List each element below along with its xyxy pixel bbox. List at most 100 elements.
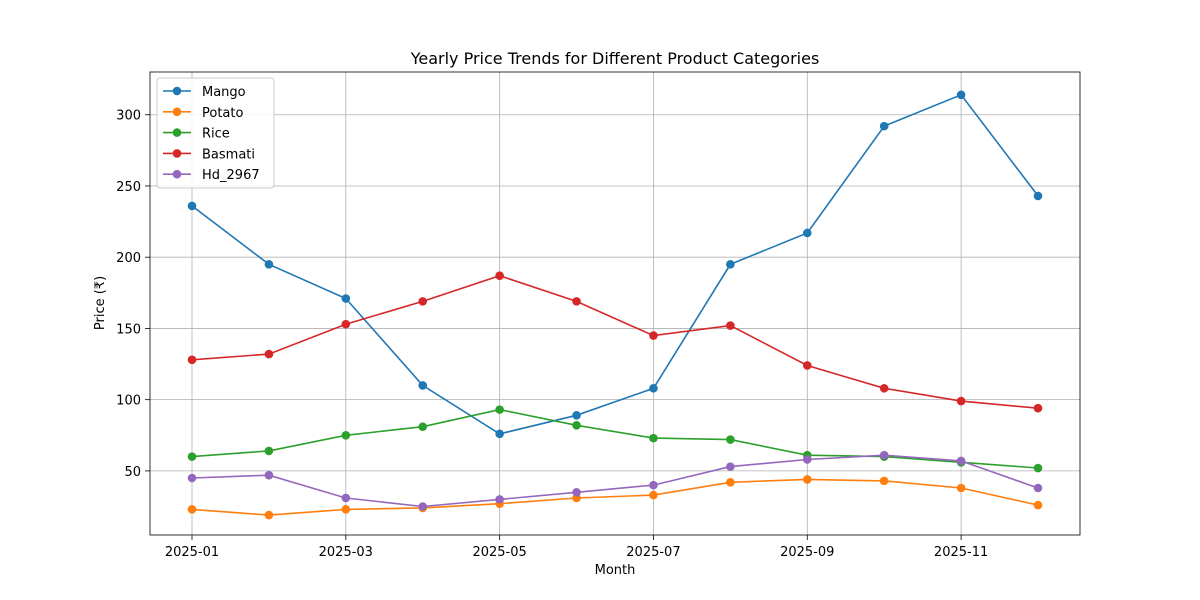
data-point — [649, 383, 658, 393]
y-tick-label: 300 — [116, 109, 141, 124]
data-point — [802, 228, 812, 238]
legend-label: Mango — [202, 85, 246, 100]
legend-label: Rice — [202, 127, 230, 142]
y-tick-label: 50 — [124, 465, 141, 480]
y-axis-label: Price (₹) — [93, 276, 108, 330]
legend-marker — [172, 169, 182, 179]
y-tick-label: 100 — [116, 394, 141, 409]
series-line-hd_2967 — [191, 454, 1039, 508]
legend-marker — [172, 86, 182, 96]
data-point — [726, 435, 735, 444]
legend-marker — [172, 149, 182, 158]
legend-marker — [172, 128, 182, 137]
series-line-rice — [191, 408, 1039, 469]
data-point — [649, 331, 658, 340]
data-point — [187, 473, 197, 483]
data-point — [726, 260, 735, 269]
data-point — [341, 505, 351, 514]
data-point — [341, 319, 351, 329]
data-point — [802, 455, 812, 464]
data-point — [649, 490, 658, 500]
series-group — [187, 90, 1043, 520]
data-point — [495, 495, 504, 504]
x-tick-label: 2025-11 — [934, 545, 988, 560]
data-point — [726, 462, 735, 471]
series-basmati — [187, 271, 1043, 413]
data-point — [1033, 483, 1043, 493]
data-point — [649, 480, 658, 490]
data-point — [726, 321, 735, 330]
data-point — [341, 493, 351, 503]
data-point — [649, 433, 658, 443]
x-tick-label: 2025-07 — [626, 545, 680, 560]
data-point — [187, 452, 197, 461]
data-point — [418, 297, 428, 306]
data-point — [418, 381, 428, 390]
data-point — [418, 422, 428, 432]
legend-item-potato: Potato — [163, 106, 243, 121]
data-point — [187, 505, 197, 514]
data-point — [341, 430, 351, 440]
data-point — [418, 502, 428, 511]
data-point — [802, 475, 812, 484]
legend: Mango Potato Rice Basmati Hd_2967 — [156, 77, 275, 189]
series-line-potato — [191, 478, 1039, 516]
data-point — [726, 477, 735, 487]
plot-frame — [149, 71, 1081, 536]
legend-label: Hd_2967 — [202, 168, 260, 183]
data-point — [1033, 500, 1043, 510]
data-point — [956, 483, 966, 493]
legend-marker — [172, 107, 182, 117]
data-point — [341, 294, 351, 303]
data-point — [264, 510, 274, 520]
data-point — [572, 297, 581, 306]
data-point — [495, 405, 504, 414]
data-point — [1033, 463, 1043, 473]
series-mango — [187, 90, 1043, 439]
data-point — [956, 456, 966, 466]
legend-box — [156, 77, 275, 189]
data-point — [264, 349, 274, 359]
data-point — [572, 411, 581, 420]
data-point — [187, 355, 197, 365]
series-potato — [187, 475, 1043, 520]
legend-item-basmati: Basmati — [163, 147, 255, 162]
data-point — [264, 470, 274, 480]
data-point — [956, 90, 966, 100]
data-point — [879, 450, 889, 460]
data-point — [879, 121, 889, 131]
legend-label: Basmati — [202, 147, 255, 162]
data-point — [802, 361, 812, 370]
x-tick-label: 2025-01 — [165, 545, 219, 560]
legend-label: Potato — [202, 106, 243, 121]
x-axis-label: Month — [595, 563, 636, 578]
data-point — [879, 383, 889, 393]
series-hd_2967 — [187, 450, 1043, 511]
series-rice — [187, 405, 1043, 473]
data-point — [879, 476, 889, 486]
data-point — [572, 487, 581, 497]
x-tick-label: 2025-03 — [319, 545, 373, 560]
data-point — [495, 271, 504, 281]
axes: 2025-01 2025-03 2025-05 2025-07 2025-09 2025-… — [116, 71, 1081, 560]
chart-title: Yearly Price Trends for Different Produc… — [410, 49, 820, 68]
data-point — [1033, 191, 1043, 201]
legend-item-rice: Rice — [163, 127, 230, 142]
legend-item-mango: Mango — [163, 85, 246, 100]
grid — [150, 72, 1080, 535]
legend-item-hd_2967: Hd_2967 — [163, 168, 260, 183]
data-point — [572, 421, 581, 430]
y-tick-label: 250 — [116, 180, 141, 195]
data-point — [956, 396, 966, 406]
x-tick-label: 2025-09 — [780, 545, 834, 560]
data-point — [264, 446, 274, 456]
x-tick-label: 2025-05 — [472, 545, 526, 560]
y-tick-label: 150 — [116, 322, 141, 337]
series-line-mango — [191, 93, 1039, 435]
data-point — [187, 201, 197, 211]
data-point — [1033, 403, 1043, 413]
data-point — [264, 260, 274, 269]
series-line-basmati — [191, 274, 1039, 409]
